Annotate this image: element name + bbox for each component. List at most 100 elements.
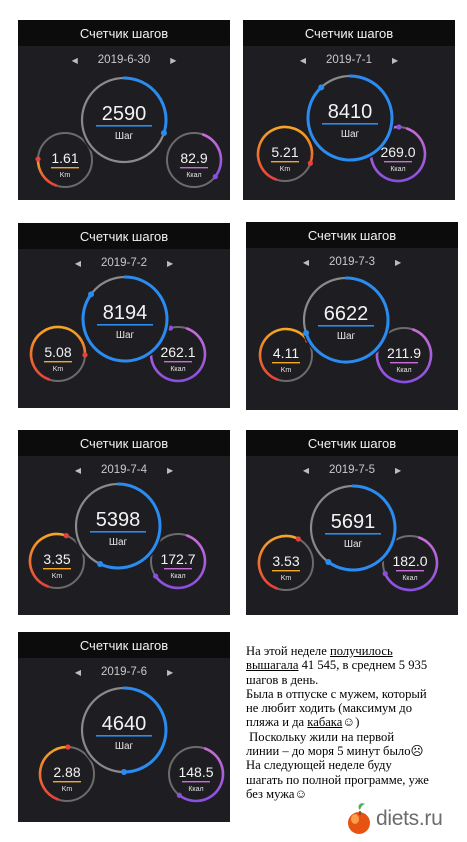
- steps-label: Шаг: [114, 741, 134, 752]
- steps-ring-bg: [301, 275, 391, 365]
- kcal-underline: [164, 361, 192, 363]
- date-label: 2019-7-3: [328, 256, 376, 268]
- distance-label: Km: [51, 573, 63, 580]
- note-text: кабака: [307, 715, 343, 730]
- steps-ring-bg: [79, 685, 169, 775]
- prev-date-arrow-icon[interactable]: ◀: [302, 465, 309, 475]
- step-counter-panel: Счетчик шагов ◀ 2019-7-5 ▶ 5691 Шаг 3.53 Km…: [246, 430, 458, 615]
- step-counter-panel: Счетчик шагов ◀ 2019-7-6 ▶ 4640 Шаг 2.88 Km…: [18, 632, 230, 822]
- calories-label: Ккал: [170, 573, 186, 580]
- steps-ring-dot: [88, 291, 95, 298]
- prev-date-arrow-icon[interactable]: ◀: [299, 55, 306, 65]
- km-underline: [51, 167, 79, 169]
- next-date-arrow-icon[interactable]: ▶: [167, 667, 174, 677]
- calories-value: 211.9: [387, 345, 421, 361]
- steps-ring-progress: [122, 76, 168, 135]
- note-text: На этой неделе: [246, 644, 330, 658]
- prev-date-arrow-icon[interactable]: ◀: [74, 258, 81, 268]
- kcal-underline: [182, 781, 210, 783]
- distance-value: 4.11: [272, 345, 300, 361]
- note-text: шагов в день.: [246, 672, 319, 687]
- next-date-arrow-icon[interactable]: ▶: [170, 55, 177, 65]
- next-date-arrow-icon[interactable]: ▶: [167, 465, 174, 475]
- steps-underline: [90, 531, 146, 533]
- steps-ring-dot: [160, 129, 167, 136]
- note-text: На следующей неделе буду: [246, 758, 392, 773]
- steps-ring-dot: [121, 769, 127, 775]
- date-nav: ◀ 2019-7-6 ▶: [18, 660, 230, 684]
- steps-value: 8410: [327, 101, 373, 123]
- calories-label: Ккал: [188, 786, 204, 793]
- steps-label: Шаг: [115, 330, 135, 341]
- km-ring-dot: [295, 536, 301, 542]
- km-ring-progress: [28, 532, 68, 588]
- prev-date-arrow-icon[interactable]: ◀: [302, 257, 309, 267]
- calories-label: Ккал: [396, 367, 412, 374]
- km-ring-dot: [35, 156, 41, 162]
- distance-value: 5.21: [271, 144, 299, 160]
- steps-value: 5398: [95, 509, 141, 531]
- next-date-arrow-icon[interactable]: ▶: [167, 258, 174, 268]
- note-text: вышагала: [246, 658, 299, 673]
- steps-label: Шаг: [340, 129, 360, 140]
- km-ring-progress: [256, 125, 314, 181]
- kcal-ring-bg: [148, 531, 208, 591]
- panel-title: Счетчик шагов: [18, 223, 230, 249]
- site-logo[interactable]: diets.ru: [343, 801, 461, 837]
- steps-value: 5691: [330, 511, 376, 533]
- steps-ring-bg: [80, 274, 170, 364]
- note-text: без мужа☺: [246, 786, 308, 801]
- date-label: 2019-6-30: [97, 54, 151, 66]
- km-underline: [272, 362, 300, 364]
- step-counter-panel: Счетчик шагов ◀ 2019-7-4 ▶ 5398 Шаг 3.35 Km…: [18, 430, 230, 615]
- kcal-underline: [180, 167, 208, 169]
- kcal-underline: [396, 570, 424, 572]
- steps-label: Шаг: [343, 539, 363, 550]
- steps-underline: [96, 735, 152, 737]
- steps-label: Шаг: [114, 131, 134, 142]
- km-ring-dot: [63, 533, 69, 539]
- note-text: 41 545, в среднем 5 935: [298, 658, 428, 673]
- km-underline: [43, 568, 71, 570]
- gauges: [255, 73, 428, 184]
- km-ring-bg: [28, 324, 88, 384]
- steps-ring-progress: [98, 482, 162, 570]
- steps-ring-progress: [81, 275, 169, 363]
- note-text: получилось: [329, 644, 393, 658]
- prev-date-arrow-icon[interactable]: ◀: [74, 667, 81, 677]
- km-ring-progress: [36, 157, 58, 187]
- distance-label: Km: [280, 575, 292, 582]
- kcal-ring-bg: [380, 533, 440, 593]
- panel-title: Счетчик шагов: [246, 430, 458, 456]
- km-underline: [271, 161, 299, 163]
- km-ring-bg: [255, 124, 315, 184]
- km-ring-progress: [29, 325, 87, 381]
- calories-value: 182.0: [392, 553, 428, 569]
- steps-ring-dot: [97, 561, 104, 568]
- next-date-arrow-icon[interactable]: ▶: [395, 465, 402, 475]
- next-date-arrow-icon[interactable]: ▶: [395, 257, 402, 267]
- panel-title: Счетчик шагов: [18, 430, 230, 456]
- date-nav: ◀ 2019-7-1 ▶: [243, 48, 455, 72]
- date-nav: ◀ 2019-7-4 ▶: [18, 458, 230, 482]
- next-date-arrow-icon[interactable]: ▶: [392, 55, 399, 65]
- calories-label: Ккал: [402, 575, 418, 582]
- date-nav: ◀ 2019-7-5 ▶: [246, 458, 458, 482]
- prev-date-arrow-icon[interactable]: ◀: [71, 55, 78, 65]
- kcal-ring-progress: [383, 536, 439, 592]
- km-ring-progress: [257, 534, 300, 590]
- date-label: 2019-7-6: [100, 666, 148, 678]
- steps-underline: [322, 123, 378, 125]
- distance-label: Km: [279, 166, 291, 173]
- km-ring-dot: [65, 744, 71, 750]
- panel-title: Счетчик шагов: [18, 20, 230, 46]
- kcal-ring-progress: [154, 534, 207, 590]
- steps-underline: [96, 125, 152, 127]
- kcal-underline: [384, 161, 412, 163]
- km-ring-progress: [38, 745, 70, 801]
- km-ring-bg: [257, 326, 315, 384]
- note-text: пляжа и да: [246, 715, 308, 730]
- panel-title: Счетчик шагов: [18, 632, 230, 658]
- date-label: 2019-7-4: [100, 464, 148, 476]
- prev-date-arrow-icon[interactable]: ◀: [74, 465, 81, 475]
